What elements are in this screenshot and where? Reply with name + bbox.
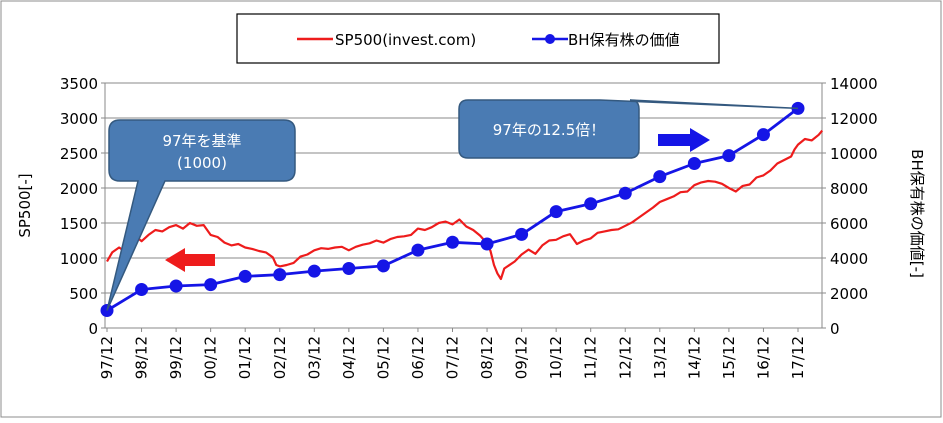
series-bh-point	[342, 262, 356, 275]
left-tick-label: 0	[88, 320, 98, 338]
x-tick-label: 06/12	[409, 336, 427, 379]
series-bh-point	[238, 269, 252, 283]
right-tick-label: 2000	[830, 285, 868, 303]
x-tick-label: 04/12	[340, 336, 358, 379]
red-arrow-left	[165, 248, 215, 272]
x-tick-label: 11/12	[582, 336, 600, 379]
x-tick-label: 10/12	[547, 336, 565, 379]
series-bh-point	[515, 227, 529, 241]
x-tick-label: 02/12	[271, 336, 289, 379]
callout-right-bubble	[458, 99, 799, 159]
callout-right-text: 97年の12.5倍！	[493, 121, 606, 139]
series-bh-point	[273, 268, 287, 282]
x-tick-label: 01/12	[236, 336, 254, 379]
left-tick-label: 3000	[60, 110, 98, 128]
x-tick-label: 09/12	[513, 336, 531, 379]
series-bh-point	[722, 149, 736, 163]
x-tick-label: 14/12	[685, 336, 703, 379]
right-tick-label: 8000	[830, 180, 868, 198]
right-tick-label: 6000	[830, 215, 868, 233]
x-tick-label: 99/12	[167, 336, 185, 379]
series-bh-point	[307, 264, 321, 278]
series-bh-point	[618, 186, 632, 200]
blue-arrow-right	[658, 128, 710, 152]
series-bh-point	[376, 259, 390, 273]
right-tick-label: 0	[830, 320, 840, 338]
right-tick-label: 14000	[830, 75, 878, 93]
x-tick-label: 05/12	[374, 336, 392, 379]
right-tick-label: 10000	[830, 145, 878, 163]
left-tick-label: 2000	[60, 180, 98, 198]
series-bh-point	[653, 170, 667, 184]
series-bh-point	[135, 283, 149, 296]
series-bh-point	[411, 243, 425, 257]
series-bh-point	[169, 279, 183, 293]
right-tick-label: 4000	[830, 250, 868, 268]
left-tick-label: 3500	[60, 75, 98, 93]
x-tick-label: 07/12	[444, 336, 462, 379]
x-tick-label: 03/12	[305, 336, 323, 379]
x-tick-label: 98/12	[133, 336, 151, 379]
series-bh-point	[584, 197, 598, 211]
right-axis-title: BH保有株の価値[-]	[908, 149, 926, 278]
left-axis-title: SP500[-]	[16, 173, 34, 237]
series-bh-point	[549, 205, 563, 219]
x-tick-label: 13/12	[651, 336, 669, 379]
series-bh-point	[756, 128, 770, 142]
series-bh-point	[446, 235, 459, 249]
callout-left-line2: (1000)	[177, 154, 227, 172]
legend-label-sp500: SP500(invest.com)	[335, 31, 476, 49]
series-sp500-line	[106, 129, 824, 281]
callout-left-line1: 97年を基準	[162, 132, 241, 150]
x-tick-label: 16/12	[754, 336, 772, 379]
x-tick-label: 97/12	[98, 336, 116, 379]
legend-marker-bh	[545, 34, 555, 44]
series-bh-point	[204, 278, 218, 292]
series-bh-point	[480, 237, 494, 251]
legend-label-bh: BH保有株の価値	[568, 31, 680, 49]
left-tick-label: 1000	[60, 250, 98, 268]
x-tick-label: 12/12	[616, 336, 634, 379]
series-bh-point	[687, 157, 701, 170]
callout-left-bubble	[106, 119, 296, 311]
x-tick-label: 17/12	[789, 336, 807, 379]
left-tick-label: 500	[69, 285, 98, 303]
right-tick-label: 12000	[830, 110, 878, 128]
left-tick-label: 2500	[60, 145, 98, 163]
left-tick-label: 1500	[60, 215, 98, 233]
x-tick-label: 00/12	[202, 336, 220, 379]
x-tick-label: 08/12	[478, 336, 496, 379]
x-tick-label: 15/12	[720, 336, 738, 379]
